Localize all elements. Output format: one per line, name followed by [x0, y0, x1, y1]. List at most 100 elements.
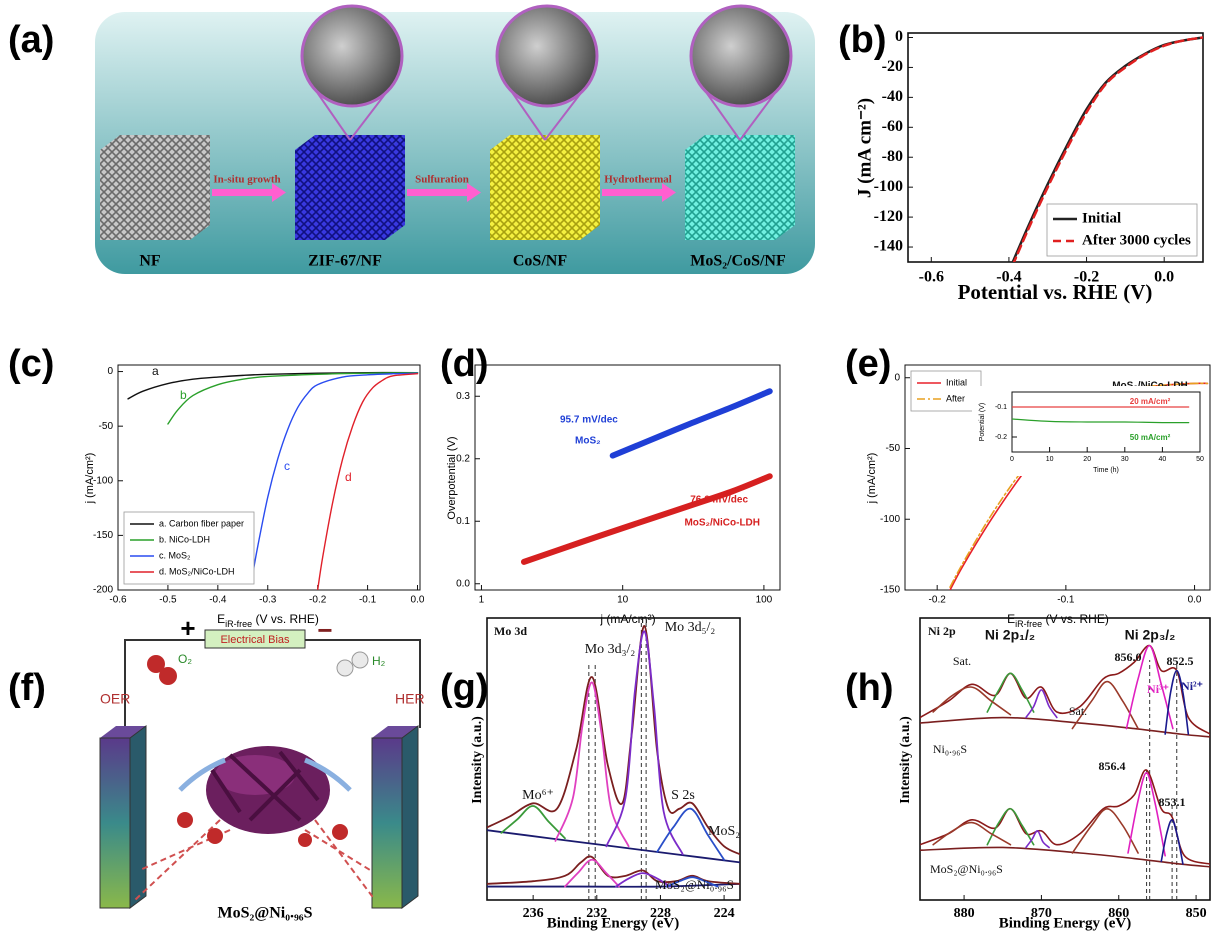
series-line: [487, 830, 740, 862]
annotation: 95.7 mV/dec: [560, 415, 618, 426]
panel-label: (d): [440, 343, 489, 385]
series-line: [987, 809, 1033, 845]
x-tick-label: -0.1: [1057, 595, 1075, 606]
series-line: [606, 631, 682, 854]
annotation: 20 mA/cm²: [1130, 397, 1171, 406]
process-label: Hydrothermal: [604, 174, 672, 186]
annotation: Ni 2p: [928, 624, 956, 638]
panel-f: Electrical Bias + − O₂ H₂ OER HER MoS₂@N…: [8, 613, 425, 922]
annotation: d: [345, 470, 352, 484]
x-axis-label: Time (h): [1093, 467, 1119, 474]
x-tick-label: 30: [1121, 456, 1129, 463]
x-tick-label: 10: [1046, 456, 1054, 463]
series-line: [987, 673, 1033, 712]
series-line: [253, 373, 418, 573]
x-axis-label: Binding Energy (eV): [547, 915, 680, 931]
chart: -0.6-0.4-0.20.00-20-40-60-80-100-120-140…: [838, 19, 1203, 304]
annotation: c: [284, 459, 290, 473]
x-tick-label: -0.5: [159, 595, 177, 606]
x-tick-label: 20: [1083, 456, 1091, 463]
annotation: Ni³⁺: [1147, 682, 1169, 696]
annotation: 50 mA/cm²: [1130, 433, 1171, 442]
x-tick-label: -0.2: [309, 595, 327, 606]
y-tick-label: -200: [93, 585, 113, 596]
y-tick-label: -150: [93, 530, 113, 541]
series-line: [565, 860, 619, 887]
panel-label: (a): [8, 19, 54, 61]
series-line: [487, 626, 740, 854]
annotation: S 2s: [671, 788, 695, 803]
annotation: a: [152, 364, 159, 378]
annotation: Ni 2p₁/₂: [985, 627, 1035, 643]
series-line: [613, 391, 770, 455]
legend-label: b. NiCo-LDH: [159, 534, 210, 544]
x-tick-label: 50: [1196, 456, 1204, 463]
annotation: MoS₂: [575, 436, 601, 447]
annotation: Mo 3d₃/₂: [585, 642, 636, 657]
x-tick-label: 100: [756, 595, 773, 606]
annotation: Sat.: [953, 654, 971, 668]
panel-a: In-situ growth Sulfuration Hydrothermal …: [8, 6, 815, 274]
x-axis-label: Binding Energy (eV): [999, 915, 1132, 931]
panel-label: (f): [8, 667, 46, 709]
text-part: E: [217, 612, 225, 626]
annotation: Mo 3d: [494, 624, 527, 638]
y-tick-label: -0.2: [995, 434, 1007, 441]
y-tick-label: -0.1: [995, 404, 1007, 411]
annotation: Mo⁶⁺: [522, 788, 554, 803]
annotation: 856.4: [1099, 759, 1126, 773]
step-label: NF: [139, 253, 161, 270]
annotation: b: [180, 388, 187, 402]
x-tick-label: 10: [617, 595, 629, 606]
y-tick-label: 0: [894, 372, 900, 383]
annotation: Ni²⁺: [1181, 679, 1203, 693]
annotation: MoS₂/NiCo-LDH: [684, 518, 760, 529]
annotation: 76.6 mV/dec: [690, 495, 748, 506]
y-tick-label: -50: [99, 421, 114, 432]
annotation: Sat.: [1069, 704, 1087, 718]
x-tick-label: -0.2: [929, 595, 947, 606]
x-tick-label: 0.0: [411, 595, 425, 606]
y-tick-label: -40: [882, 88, 903, 105]
y-tick-label: -80: [882, 148, 903, 165]
annotation: MoS₂@Ni₀.₉₆S: [930, 862, 1003, 876]
negative: −: [317, 615, 332, 645]
series-line: [920, 770, 1210, 864]
x-tick-label: 1: [479, 595, 485, 606]
step-label: MoS₂/CoS/NF: [690, 253, 786, 270]
x-tick-label: 880: [954, 906, 975, 921]
x-tick-label: -0.3: [259, 595, 277, 606]
series-line: [318, 374, 418, 590]
x-tick-label: 0.0: [1154, 269, 1174, 286]
y-axis-label: j (mA/cm²): [866, 453, 878, 505]
legend-label: d. MoS₂/NiCo-LDH: [159, 566, 235, 576]
text-part: (V vs. RHE): [1042, 612, 1109, 626]
molecule-label: H₂: [372, 654, 386, 668]
legend-label: Initial: [1082, 210, 1121, 226]
legend-label: After: [946, 393, 965, 403]
y-tick-label: -100: [880, 514, 900, 525]
caption: MoS₂@Ni₀.₉₆S: [218, 905, 313, 922]
annotation: Ni₀.₉₆S: [933, 742, 967, 756]
x-tick-label: -0.6: [919, 269, 944, 286]
chart: -0.2-0.10.00-50-100-150InitialAfterMoS₂/…: [845, 343, 1210, 629]
y-tick-label: 0.2: [456, 453, 470, 464]
annotation: 852.5: [1167, 654, 1194, 668]
molecule-label: O₂: [178, 652, 192, 666]
legend-label: c. MoS₂: [159, 550, 191, 560]
annotation: 856.0: [1115, 650, 1142, 664]
x-tick-label: -0.4: [209, 595, 227, 606]
annotation: MoS₂@Ni₀.₉₆S: [655, 877, 734, 892]
text-part: (V vs. RHE): [252, 612, 319, 626]
y-tick-label: -120: [874, 208, 903, 225]
panel-label: (b): [838, 19, 887, 61]
y-axis-label: Overpotential (V): [446, 436, 458, 519]
y-axis-label: Intensity (a.u.): [470, 716, 485, 804]
electrode-label: HER: [395, 691, 425, 707]
y-tick-label: 0.1: [456, 516, 470, 527]
y-tick-label: -150: [880, 585, 900, 596]
y-tick-label: -50: [886, 443, 901, 454]
y-axis-label: Intensity (a.u.): [898, 716, 913, 804]
